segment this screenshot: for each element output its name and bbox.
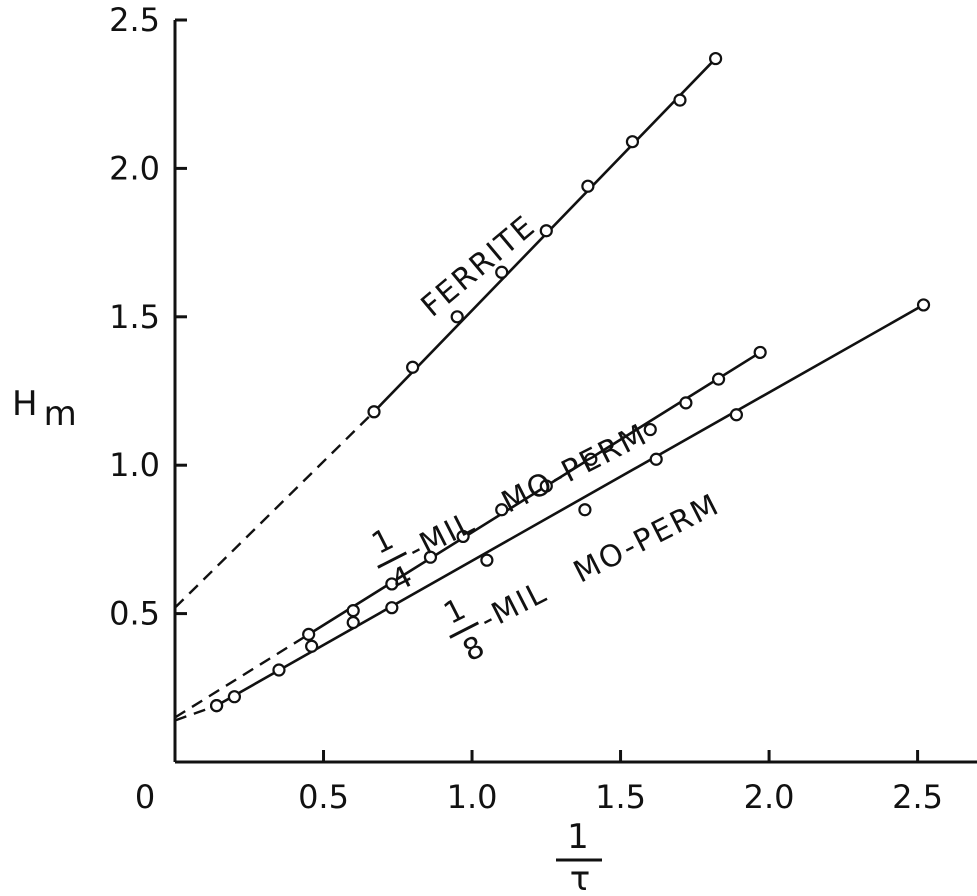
fit-line-solid-2 (215, 303, 925, 707)
series-label-eighth-mil-denominator: 8 (457, 629, 490, 669)
y-tick-label: 0.5 (109, 595, 160, 633)
data-point-series-2 (480, 553, 494, 567)
data-point-series-1 (753, 345, 767, 360)
data-point-series-1 (423, 550, 438, 564)
x-tick-label: 0.5 (298, 778, 349, 816)
axes: 0 0.5 1.0 1.5 2.0 2.5 0.5 1.0 1.5 2.0 2.5 (109, 1, 977, 816)
data-point-series-2 (209, 699, 224, 713)
series-label-ferrite: FERRITE (415, 209, 543, 325)
data-point-series-0 (367, 405, 381, 419)
series-label-quarter-mil-bar (377, 551, 408, 569)
data-point-series-2 (649, 452, 663, 466)
data-point-series-2 (227, 690, 242, 704)
data-point-series-2 (346, 615, 360, 630)
data-point-series-0 (709, 51, 723, 66)
data-point-series-2 (385, 601, 399, 615)
x-tick-label: 2.0 (744, 778, 795, 816)
data-point-series-0 (625, 135, 640, 149)
data-point-series-0 (495, 265, 509, 279)
data-point-series-1 (584, 452, 598, 466)
series-label-eighth-mil-numerator: 1 (438, 592, 471, 632)
fit-line-dashed-1 (174, 633, 310, 719)
data-point-series-1 (643, 422, 657, 437)
x-tick-label: 0 (135, 778, 155, 816)
data-point-series-0 (450, 310, 464, 324)
series-label-quarter-mil-numerator: 1 (366, 522, 399, 562)
x-axis-label-denominator: τ (570, 859, 590, 896)
x-tick-label: 1.0 (447, 778, 498, 816)
data-point-series-0 (673, 93, 687, 107)
fit-lines (174, 57, 925, 722)
data-point-series-1 (302, 627, 316, 641)
series-label-eighth-mil-bar (449, 621, 480, 639)
x-axis-label-numerator: 1 (567, 817, 589, 857)
x-axis-label: 1 τ (556, 817, 602, 896)
y-tick-label: 2.0 (109, 149, 160, 187)
data-point-series-1 (456, 529, 470, 544)
data-point-series-2 (916, 298, 931, 312)
fit-line-dashed-0 (174, 410, 375, 609)
data-points (209, 51, 931, 713)
data-point-series-1 (679, 396, 693, 410)
y-tick-label: 1.5 (109, 298, 160, 336)
data-point-series-1 (385, 577, 399, 591)
data-point-series-0 (539, 224, 553, 238)
data-point-series-0 (406, 360, 420, 374)
y-axis-label-sub: m (44, 394, 77, 434)
data-point-series-0 (581, 179, 595, 193)
y-tick-label: 2.5 (109, 1, 160, 39)
y-axis-label-main: H (12, 384, 38, 424)
x-tick-label: 2.5 (892, 778, 943, 816)
data-point-series-2 (272, 663, 286, 677)
fit-line-dashed-2 (174, 704, 217, 722)
data-point-series-1 (539, 479, 553, 493)
y-tick-label: 1.0 (109, 446, 160, 484)
data-point-series-1 (711, 372, 726, 386)
data-point-series-2 (729, 408, 744, 422)
x-tick-label: 1.5 (595, 778, 646, 816)
data-point-series-1 (346, 604, 360, 618)
data-point-series-2 (578, 503, 592, 517)
data-point-series-1 (495, 503, 509, 517)
data-point-series-2 (305, 639, 319, 653)
